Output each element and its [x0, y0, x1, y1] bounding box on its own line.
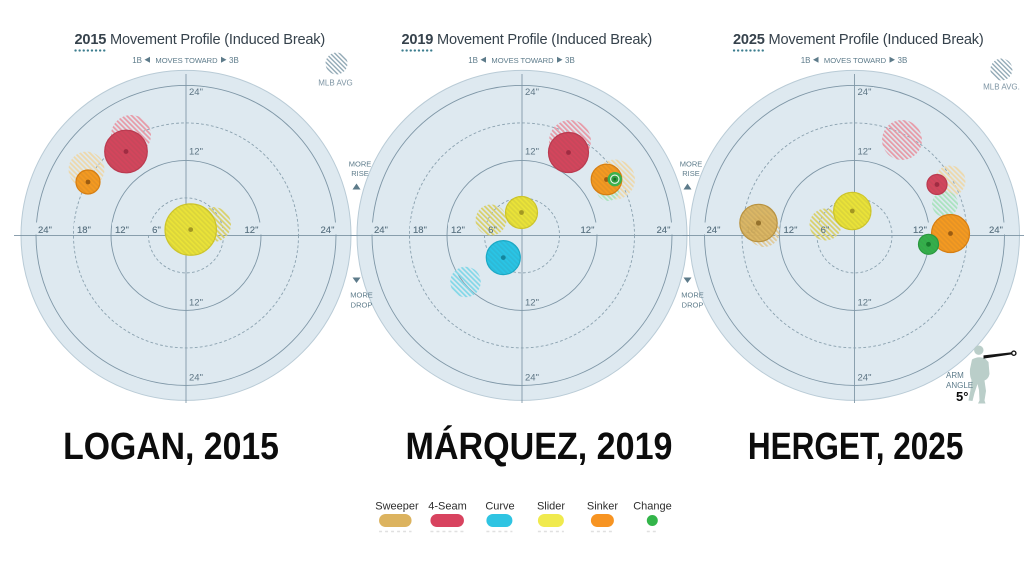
- svg-text:24": 24": [189, 87, 203, 98]
- svg-text:24": 24": [657, 225, 671, 236]
- svg-text:1B: 1B: [801, 56, 811, 65]
- svg-text:3B: 3B: [229, 56, 239, 65]
- svg-text:24": 24": [321, 225, 335, 236]
- svg-text:18": 18": [77, 225, 91, 236]
- svg-text:3B: 3B: [565, 56, 575, 65]
- svg-text:MLB AVG: MLB AVG: [318, 79, 353, 88]
- svg-text:24": 24": [38, 225, 52, 236]
- svg-text:12": 12": [451, 225, 465, 236]
- svg-text:2025 Movement Profile (Induced: 2025 Movement Profile (Induced Break): [733, 32, 984, 48]
- svg-text:12": 12": [525, 147, 539, 158]
- svg-text:24": 24": [374, 225, 388, 236]
- svg-text:MOVES TOWARD: MOVES TOWARD: [824, 56, 887, 65]
- svg-text:18": 18": [413, 225, 427, 236]
- svg-text:MÁRQUEZ, 2019: MÁRQUEZ, 2019: [406, 424, 673, 467]
- svg-text:24": 24": [525, 87, 539, 98]
- svg-text:Sweeper: Sweeper: [375, 501, 419, 513]
- svg-text:12": 12": [525, 298, 539, 309]
- svg-text:12": 12": [189, 298, 203, 309]
- svg-text:24": 24": [374, 225, 388, 236]
- svg-text:3B: 3B: [898, 56, 908, 65]
- svg-text:12": 12": [245, 225, 259, 236]
- svg-text:12": 12": [858, 147, 872, 158]
- svg-text:12": 12": [245, 225, 259, 236]
- svg-text:12": 12": [115, 225, 129, 236]
- svg-text:MORE: MORE: [349, 160, 372, 169]
- svg-text:Slider: Slider: [537, 501, 565, 513]
- svg-text:1B: 1B: [468, 56, 478, 65]
- svg-text:MORE: MORE: [680, 160, 703, 169]
- svg-text:RISE: RISE: [682, 169, 700, 178]
- svg-text:DROP: DROP: [351, 301, 373, 310]
- svg-text:12": 12": [784, 225, 798, 236]
- svg-text:24": 24": [858, 87, 872, 98]
- svg-text:MORE: MORE: [681, 291, 704, 300]
- svg-text:6": 6": [488, 225, 497, 236]
- svg-text:DROP: DROP: [682, 301, 704, 310]
- svg-text:24": 24": [707, 225, 721, 236]
- svg-text:2019 Movement Profile (Induced: 2019 Movement Profile (Induced Break): [402, 32, 653, 48]
- svg-text:12": 12": [189, 147, 203, 158]
- svg-text:12": 12": [784, 225, 798, 236]
- svg-text:Curve: Curve: [485, 501, 514, 513]
- svg-text:MLB AVG.: MLB AVG.: [983, 83, 1020, 92]
- svg-text:24": 24": [525, 373, 539, 384]
- svg-text:ANGLE: ANGLE: [946, 381, 973, 390]
- svg-text:12": 12": [913, 225, 927, 236]
- svg-text:12": 12": [913, 225, 927, 236]
- svg-text:24": 24": [38, 225, 52, 236]
- svg-text:4-Seam: 4-Seam: [428, 501, 467, 513]
- svg-text:12": 12": [858, 298, 872, 309]
- svg-text:2015 Movement Profile (Induced: 2015 Movement Profile (Induced Break): [75, 32, 326, 48]
- svg-text:6": 6": [152, 225, 161, 236]
- svg-text:HERGET, 2025: HERGET, 2025: [748, 425, 964, 467]
- svg-text:24": 24": [858, 373, 872, 384]
- svg-text:12": 12": [115, 225, 129, 236]
- svg-text:18": 18": [77, 225, 91, 236]
- svg-text:LOGAN, 2015: LOGAN, 2015: [63, 424, 279, 467]
- svg-text:18": 18": [413, 225, 427, 236]
- svg-text:24": 24": [321, 225, 335, 236]
- svg-text:24": 24": [989, 225, 1003, 236]
- svg-text:24": 24": [707, 225, 721, 236]
- svg-text:RISE: RISE: [351, 169, 369, 178]
- svg-text:12": 12": [581, 225, 595, 236]
- svg-text:6": 6": [152, 225, 161, 236]
- svg-text:Change: Change: [633, 501, 672, 513]
- svg-text:Sinker: Sinker: [587, 501, 619, 513]
- svg-text:12": 12": [451, 225, 465, 236]
- svg-text:ARM: ARM: [946, 371, 964, 380]
- svg-text:12": 12": [581, 225, 595, 236]
- svg-text:6": 6": [821, 225, 830, 236]
- svg-text:24": 24": [189, 373, 203, 384]
- svg-text:1B: 1B: [132, 56, 142, 65]
- svg-text:MORE: MORE: [350, 291, 373, 300]
- svg-text:24": 24": [657, 225, 671, 236]
- svg-text:5°: 5°: [956, 389, 968, 404]
- svg-text:MOVES TOWARD: MOVES TOWARD: [155, 56, 218, 65]
- svg-text:24": 24": [989, 225, 1003, 236]
- svg-text:MOVES TOWARD: MOVES TOWARD: [491, 56, 554, 65]
